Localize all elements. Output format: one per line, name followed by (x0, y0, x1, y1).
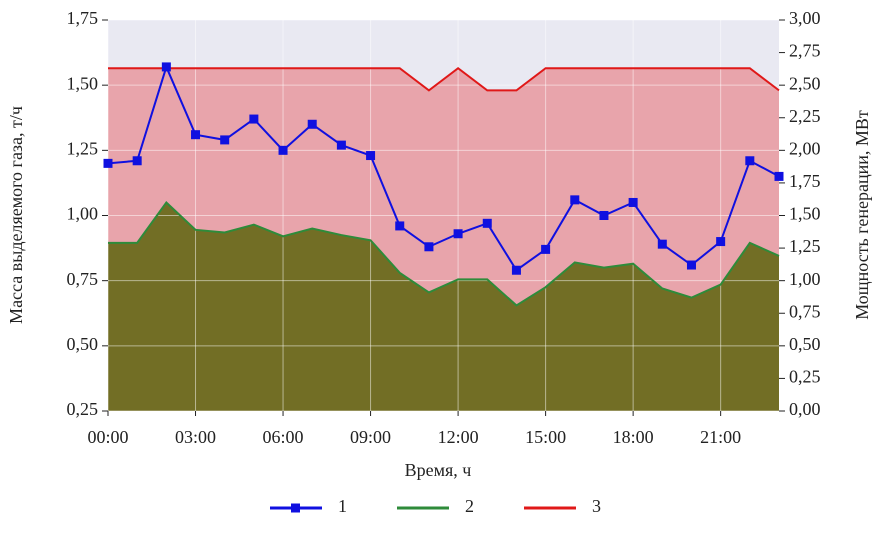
y-tick-label: 0,75 (67, 269, 99, 289)
x-tick-label: 09:00 (350, 427, 391, 447)
marker (424, 242, 434, 252)
marker (132, 156, 142, 166)
marker (103, 158, 113, 168)
marker (278, 145, 288, 155)
marker (541, 244, 551, 254)
y2-tick-label: 1,00 (789, 269, 821, 289)
marker (191, 130, 201, 140)
y-tick-label: 1,00 (67, 204, 99, 224)
x-axis-label: Время, ч (405, 460, 472, 480)
series-line (107, 64, 780, 272)
x-tick-label: 03:00 (175, 427, 216, 447)
y2-tick-label: 1,25 (789, 236, 821, 256)
series-line (108, 66, 780, 92)
marker (657, 239, 667, 249)
x-tick-label: 21:00 (700, 427, 741, 447)
marker (161, 62, 171, 72)
marker (716, 237, 726, 247)
series-line (108, 200, 780, 307)
legend-marker (291, 503, 300, 513)
legend-label: 2 (465, 496, 474, 516)
x-tick-label: 12:00 (438, 427, 479, 447)
y2-tick-label: 0,00 (789, 399, 821, 419)
marker (511, 265, 521, 275)
y-tick-label: 1,50 (67, 73, 99, 93)
marker (686, 260, 696, 270)
y2-tick-label: 1,50 (789, 204, 821, 224)
marker (570, 195, 580, 205)
marker (366, 151, 376, 161)
marker (482, 218, 492, 228)
y2-tick-label: 2,50 (789, 73, 821, 93)
y2-tick-label: 0,25 (789, 367, 821, 387)
y2-tick-label: 0,50 (789, 334, 821, 354)
y-tick-label: 0,25 (67, 399, 99, 419)
marker (395, 221, 405, 231)
y-tick-label: 0,50 (67, 334, 99, 354)
y2-tick-label: 2,00 (789, 138, 821, 158)
y-axis-label: Масса выделяемого газа, т/ч (6, 106, 26, 324)
y2-tick-label: 3,00 (789, 8, 821, 28)
marker (628, 197, 638, 207)
x-tick-label: 18:00 (613, 427, 654, 447)
marker (453, 229, 463, 239)
marker (249, 114, 259, 124)
y2-tick-label: 2,25 (789, 106, 821, 126)
y-tick-label: 1,75 (67, 8, 99, 28)
marker (336, 140, 346, 150)
x-tick-label: 15:00 (525, 427, 566, 447)
y2-tick-label: 0,75 (789, 301, 821, 321)
legend-label: 1 (338, 496, 347, 516)
marker (745, 156, 755, 166)
legend-label: 3 (592, 496, 601, 516)
y2-axis-label: Мощность генерации, МВт (852, 110, 872, 320)
y-tick-label: 1,25 (67, 138, 99, 158)
marker (220, 135, 230, 145)
marker (774, 171, 784, 181)
y2-tick-label: 2,75 (789, 41, 821, 61)
y2-tick-label: 1,75 (789, 171, 821, 191)
marker (599, 211, 609, 220)
area-fill (108, 202, 779, 411)
marker (307, 119, 317, 129)
x-tick-label: 00:00 (87, 427, 128, 447)
x-tick-label: 06:00 (263, 427, 304, 447)
